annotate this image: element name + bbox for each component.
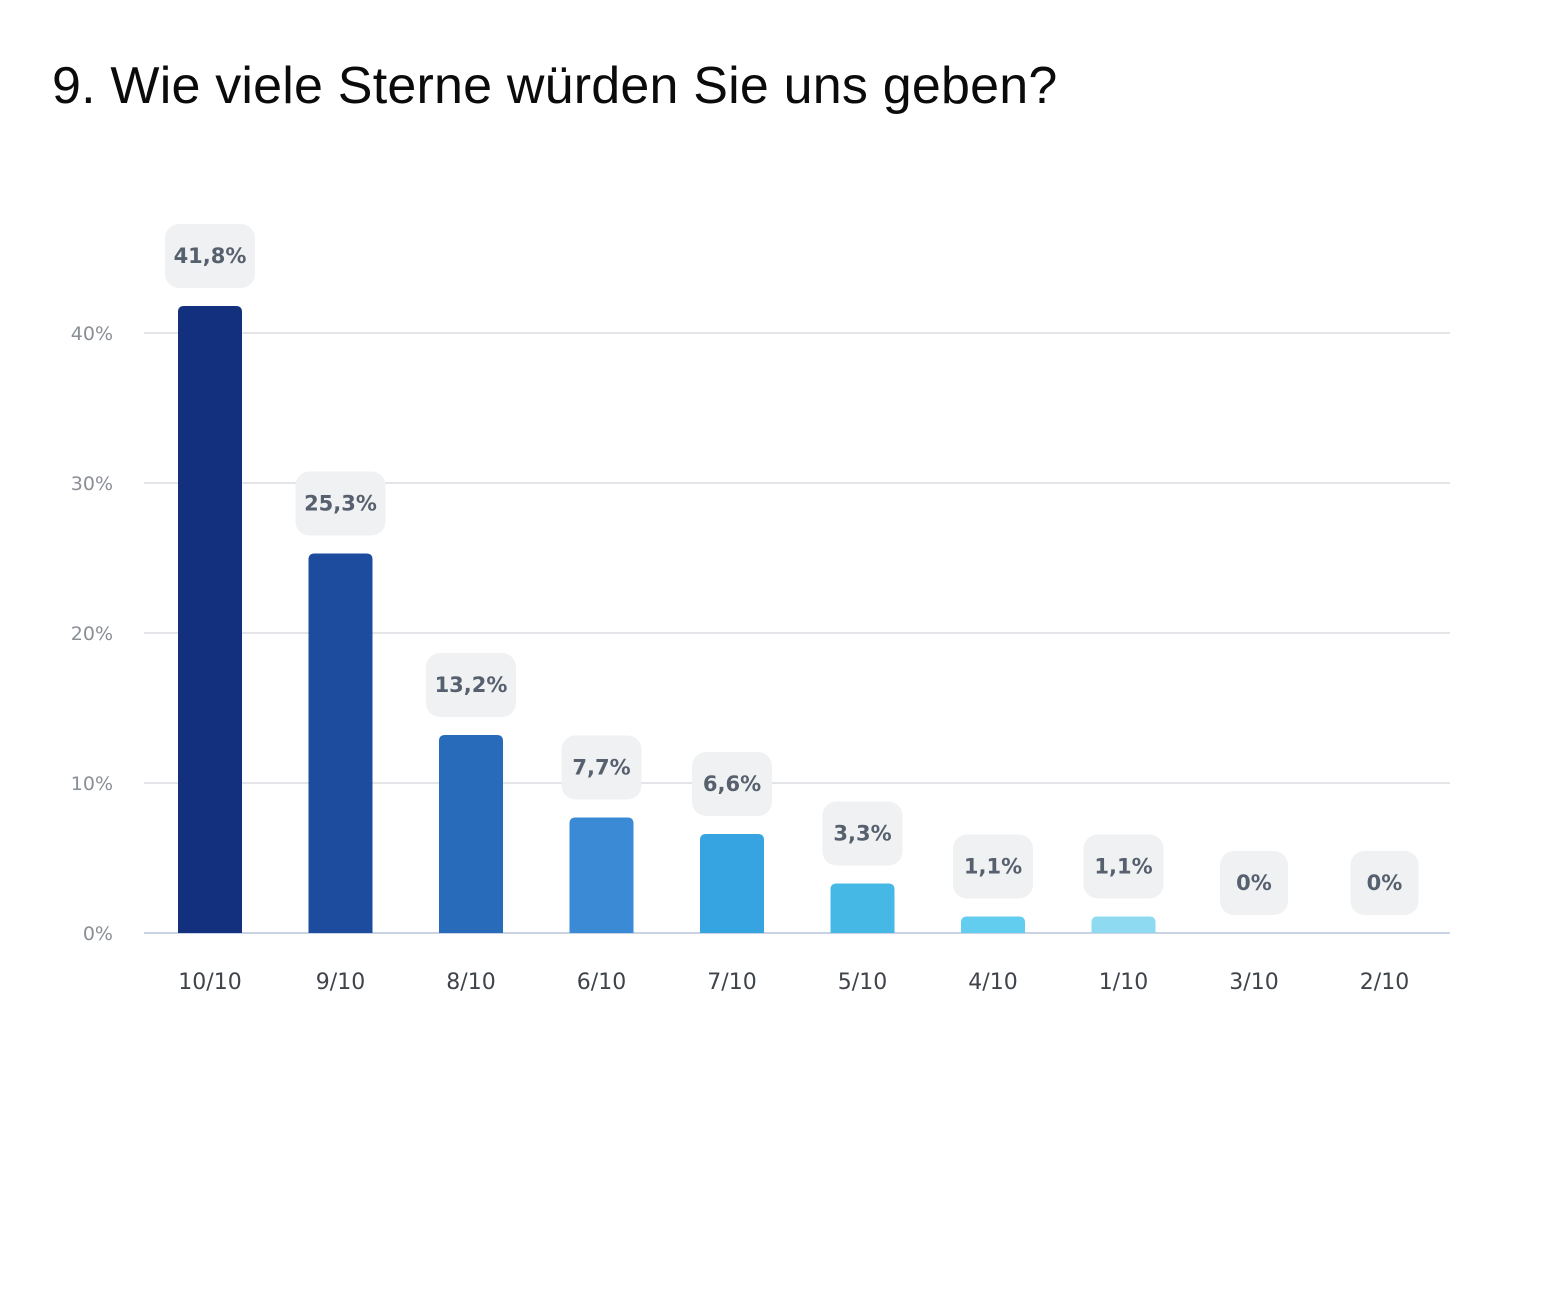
y-tick-label: 10% — [71, 773, 113, 795]
bar — [700, 834, 764, 933]
bar — [569, 817, 634, 933]
data-label: 6,6% — [692, 752, 772, 816]
data-label-text: 1,1% — [1094, 855, 1152, 879]
data-label: 0% — [1220, 851, 1288, 915]
data-label: 1,1% — [1083, 834, 1164, 899]
x-tick-label: 4/10 — [968, 970, 1017, 995]
data-label-text: 1,1% — [964, 855, 1022, 879]
bars — [178, 306, 1156, 933]
data-label: 3,3% — [822, 801, 903, 866]
data-labels: 41,8% 25,3% 13,2% 7,7% 6,6% 3,3% 1,1% 1,1% 0% 0% — [165, 224, 1419, 915]
data-label-background — [953, 834, 1033, 899]
data-label: 0% — [1350, 851, 1419, 915]
y-tick-label: 0% — [83, 923, 113, 945]
x-tick-label: 10/10 — [178, 970, 241, 995]
x-tick-label: 6/10 — [577, 970, 626, 995]
data-label-text: 0% — [1367, 871, 1403, 895]
data-label-background — [1350, 851, 1419, 915]
bar — [961, 916, 1025, 933]
chart-title: 9. Wie viele Sterne würden Sie uns geben… — [52, 57, 1058, 115]
bar — [439, 735, 503, 933]
data-label-text: 41,8% — [174, 244, 247, 268]
data-label-text: 13,2% — [435, 673, 508, 697]
bar — [1091, 916, 1156, 933]
bar — [178, 306, 242, 933]
data-label: 13,2% — [426, 653, 516, 717]
y-tick-label: 20% — [71, 623, 113, 645]
y-tick-label: 30% — [71, 473, 113, 495]
x-tick-label: 1/10 — [1099, 970, 1148, 995]
data-label-background — [295, 471, 386, 536]
bar — [308, 553, 373, 933]
y-axis-ticks: 0% 10% 20% 30% 40% — [71, 323, 113, 945]
data-label: 25,3% — [295, 471, 386, 536]
data-label-background — [426, 653, 516, 717]
data-label-background — [822, 801, 903, 866]
x-axis-ticks: 10/10 9/10 8/10 6/10 7/10 5/10 4/10 1/10 3/10 2/1… — [178, 970, 1409, 995]
data-label: 7,7% — [561, 735, 642, 800]
x-tick-label: 8/10 — [446, 970, 495, 995]
data-label-background — [1220, 851, 1288, 915]
x-tick-label: 9/10 — [316, 970, 365, 995]
x-tick-label: 5/10 — [838, 970, 887, 995]
data-label-text: 0% — [1236, 871, 1272, 895]
data-label: 1,1% — [953, 834, 1033, 899]
x-tick-label: 2/10 — [1360, 970, 1409, 995]
data-label-text: 7,7% — [572, 756, 630, 780]
data-label-background — [1083, 834, 1164, 899]
x-tick-label: 3/10 — [1229, 970, 1278, 995]
data-label-background — [692, 752, 772, 816]
data-label-text: 3,3% — [833, 822, 891, 846]
y-tick-label: 40% — [71, 323, 113, 345]
data-label-background — [561, 735, 642, 800]
data-label-text: 25,3% — [304, 492, 377, 516]
x-tick-label: 7/10 — [707, 970, 756, 995]
data-label: 41,8% — [165, 224, 255, 288]
bar — [830, 883, 895, 933]
data-label-text: 6,6% — [703, 772, 761, 796]
data-label-background — [165, 224, 255, 288]
